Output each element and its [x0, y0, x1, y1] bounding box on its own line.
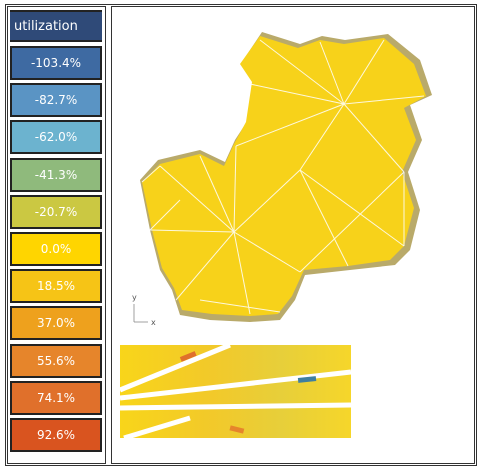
legend-entry: 18.5%	[10, 269, 102, 304]
mesh-lines	[141, 39, 425, 315]
legend-entry: 92.6%	[10, 418, 102, 452]
view-frame	[111, 6, 475, 464]
legend-frame	[7, 6, 106, 464]
legend-entry: -62.0%	[10, 120, 102, 155]
detail-stripes	[119, 342, 352, 441]
legend-entry: -20.7%	[10, 194, 102, 229]
shell	[142, 36, 426, 316]
axis-label-x: x	[151, 318, 156, 327]
detail-view	[120, 345, 351, 438]
detail-patch	[297, 376, 317, 383]
legend-title: utilization	[10, 10, 102, 42]
legend-entry: -103.4%	[10, 46, 102, 80]
legend-entry: 0.0%	[10, 232, 102, 266]
legend-entry: -82.7%	[10, 83, 102, 118]
legend-entry: 37.0%	[10, 306, 102, 341]
detail-patch	[179, 351, 197, 362]
legend-entry: 55.6%	[10, 343, 102, 378]
axis-label-y: y	[132, 293, 137, 302]
legend-entry: 74.1%	[10, 380, 102, 415]
axis-triad	[133, 304, 148, 323]
detail-patch	[229, 425, 245, 434]
outer-frame	[5, 4, 477, 466]
legend-entry: -41.3%	[10, 157, 102, 192]
